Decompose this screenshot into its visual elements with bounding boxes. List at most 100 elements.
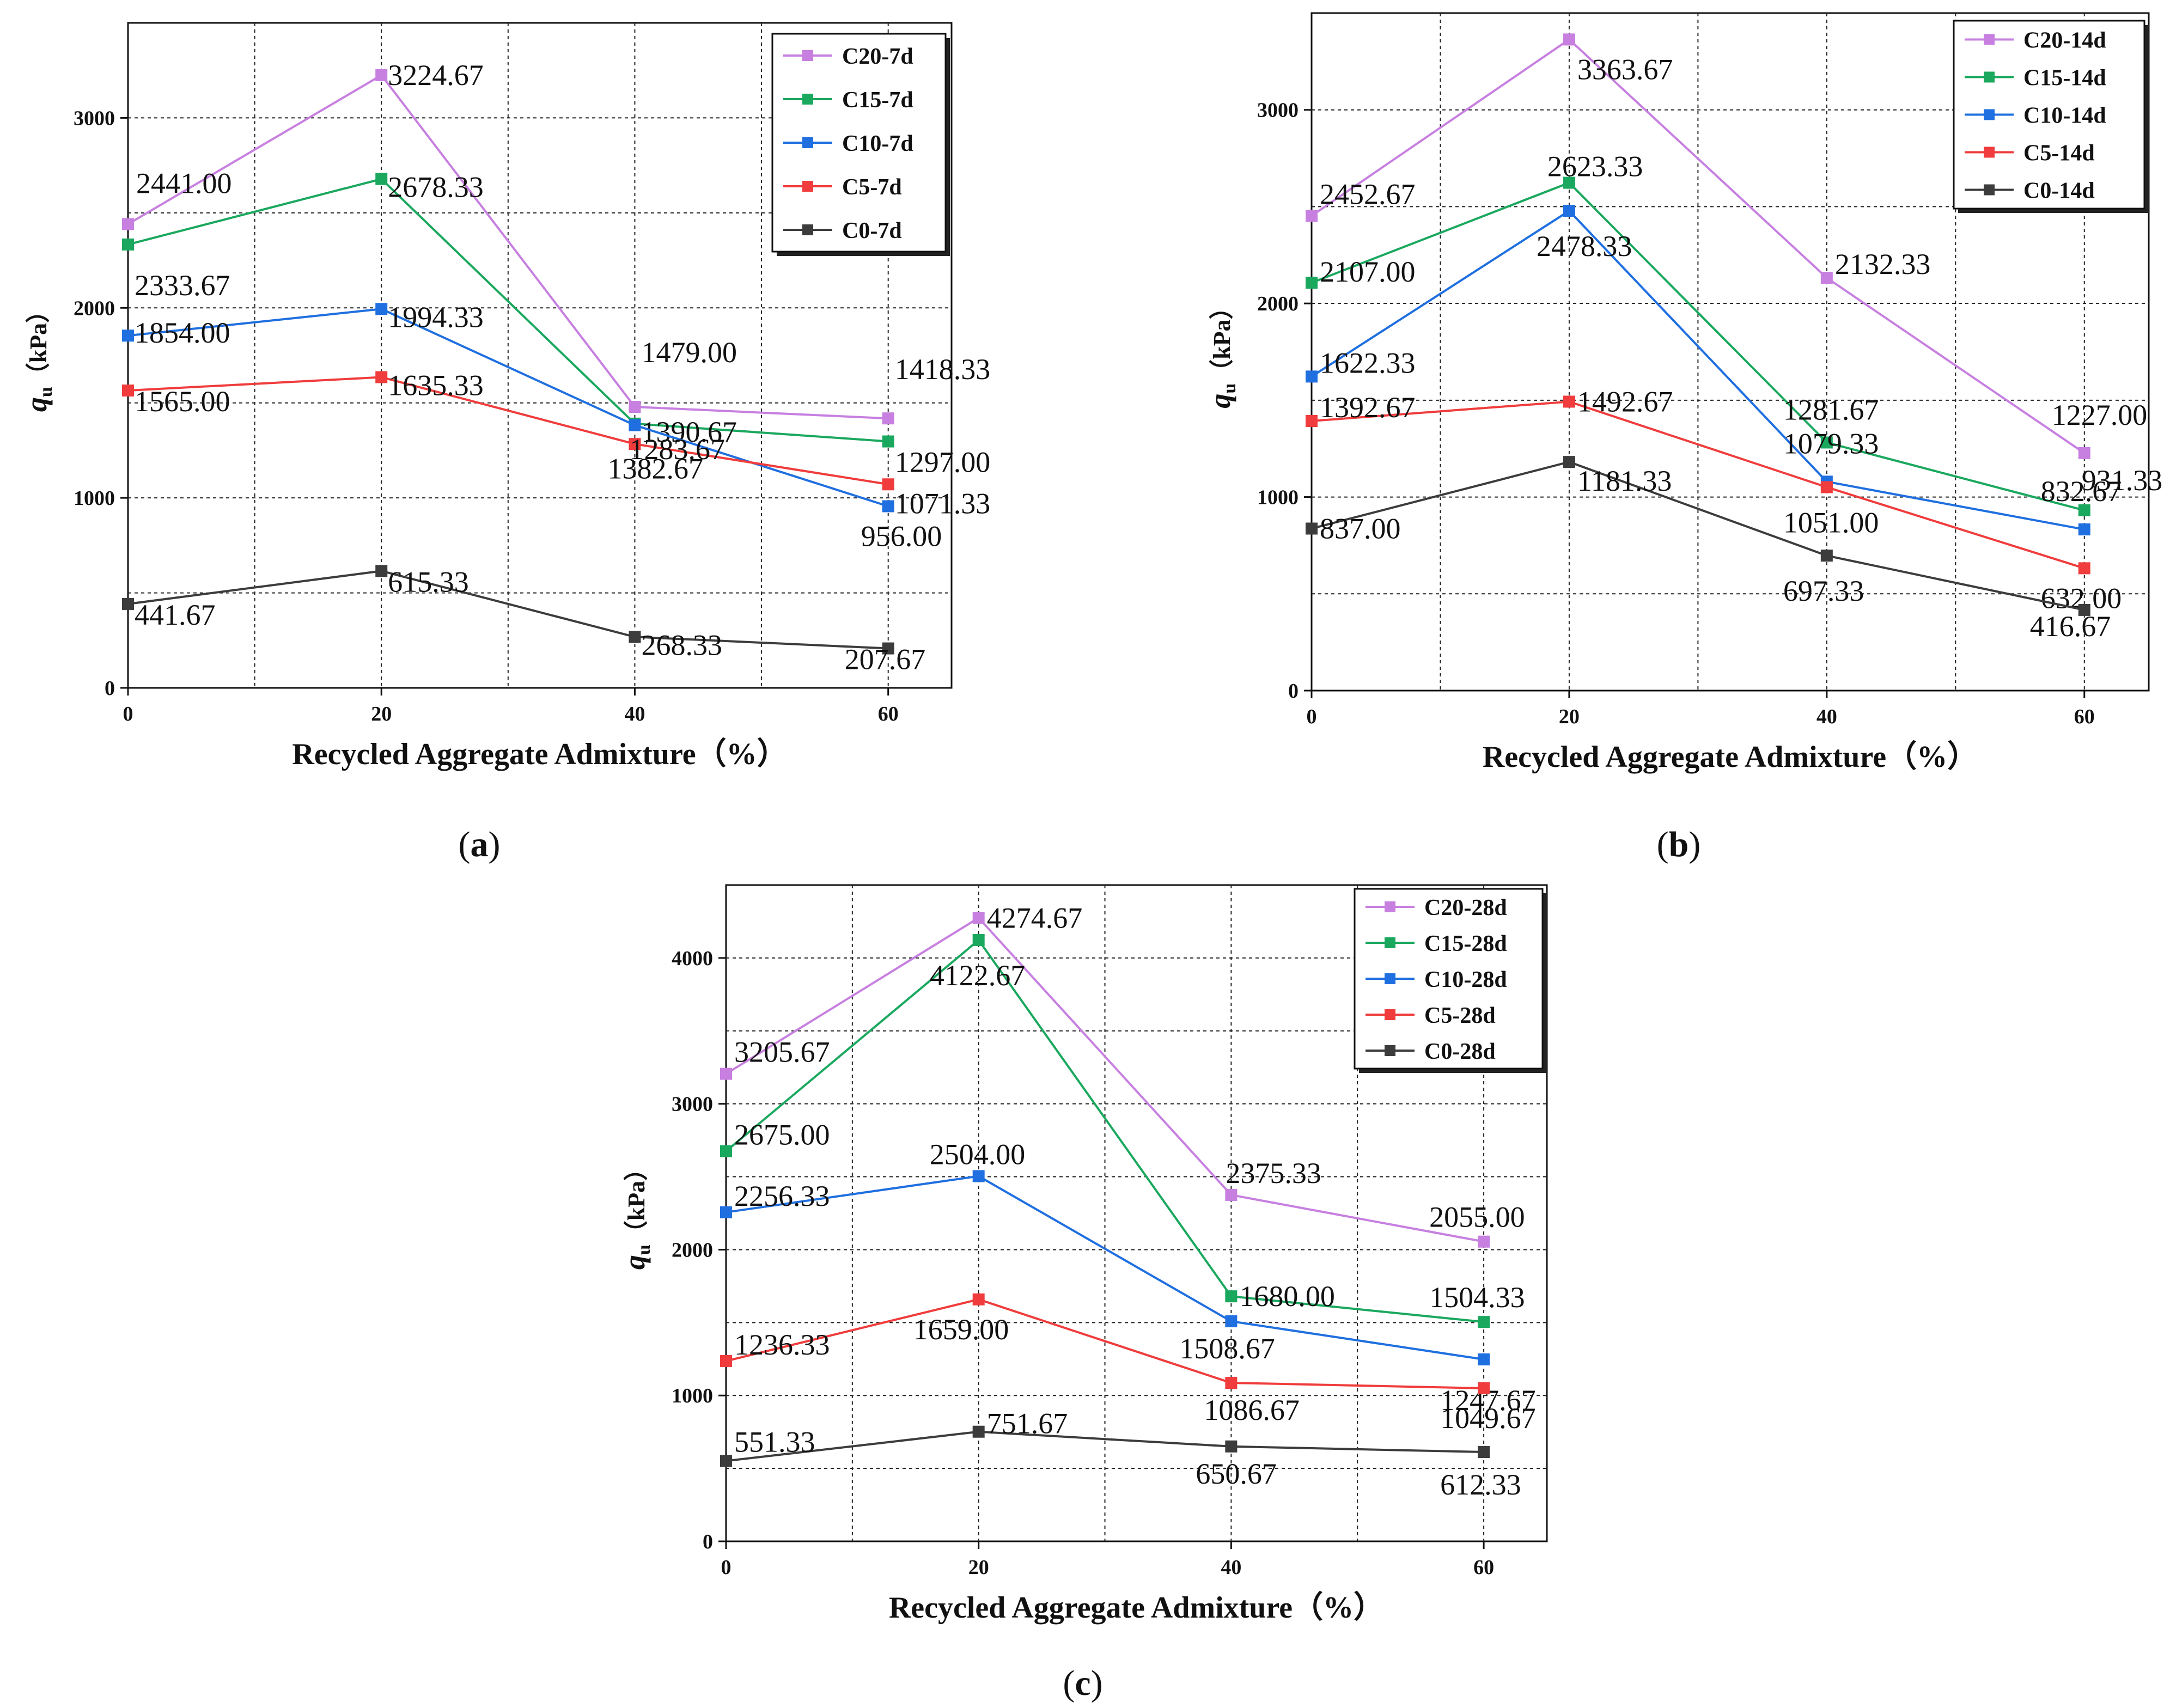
legend-label: C15-7d — [842, 88, 913, 113]
series-C20-7d: 2441.00 3224.67 1479.00 1418.33 — [122, 59, 990, 425]
data-label: 1508.67 — [1179, 1332, 1275, 1365]
data-point — [2078, 523, 2090, 536]
data-label: 1622.33 — [1320, 346, 1416, 379]
series-C15-28d: 2675.00 4122.67 1680.00 1504.33 — [720, 934, 1525, 1328]
legend-label: C15-28d — [1424, 931, 1507, 956]
data-point — [2078, 504, 2090, 516]
legend-marker — [1385, 901, 1395, 912]
series-line — [1310, 209, 2085, 531]
series-line — [726, 1298, 1484, 1389]
data-point — [375, 69, 388, 82]
x-tick-label: 0 — [721, 1556, 732, 1579]
data-label: 2256.33 — [734, 1180, 830, 1212]
data-label: 751.67 — [987, 1407, 1068, 1440]
data-point — [1563, 205, 1575, 217]
series-line — [1311, 181, 2085, 511]
data-point — [1306, 277, 1318, 289]
data-label: 1227.00 — [2052, 399, 2148, 431]
data-point — [1478, 1353, 1490, 1365]
data-label: 4274.67 — [987, 901, 1083, 934]
x-tick-label: 60 — [878, 703, 899, 725]
data-label: 1565.00 — [135, 385, 230, 418]
series-C10-7d: 1854.00 1994.33 1382.67 956.00 — [122, 301, 942, 552]
data-label: 1079.33 — [1783, 427, 1879, 460]
legend-label: C0-14d — [2023, 179, 2095, 204]
y-axis-label: qu（kPa） — [20, 299, 56, 412]
y-tick-label: 2000 — [74, 297, 115, 320]
data-point — [1820, 436, 1833, 449]
series-C5-7d: 1565.00 1635.33 1283.67 1071.33 — [122, 369, 990, 520]
data-label: 650.67 — [1196, 1457, 1277, 1490]
data-point — [375, 371, 388, 383]
data-point — [629, 631, 641, 643]
legend-marker — [1385, 1045, 1395, 1056]
y-tick-label: 3000 — [1257, 99, 1299, 122]
x-tick-label: 40 — [1221, 1556, 1241, 1579]
series-line — [1311, 461, 2085, 611]
data-label: 2333.67 — [135, 269, 230, 302]
y-tick-label: 3000 — [672, 1093, 713, 1116]
gridlines — [1312, 13, 2149, 691]
y-tick-label: 4000 — [672, 947, 713, 970]
legend-label: C15-14d — [2023, 66, 2106, 91]
data-label: 2107.00 — [1320, 255, 1416, 288]
data-point — [1563, 33, 1575, 46]
series-line — [1311, 400, 2085, 570]
data-point — [972, 1170, 985, 1182]
chart-panel-b: 0 20 40 60 0 1000 2000 3000 Recycled Aggregate A… — [1204, 12, 2162, 864]
data-label: 1071.33 — [895, 487, 991, 520]
data-point — [2078, 562, 2090, 575]
data-point — [882, 500, 894, 513]
x-tick-label: 0 — [123, 703, 133, 725]
data-label: 1051.00 — [1783, 506, 1879, 539]
data-label: 2623.33 — [1547, 150, 1643, 183]
series-line — [725, 916, 1484, 1243]
data-point — [1306, 415, 1318, 428]
legend-marker — [1385, 973, 1395, 984]
y-axis-label: qu（kPa） — [618, 1157, 654, 1270]
data-point — [375, 303, 388, 315]
series-line — [726, 1175, 1484, 1361]
panel-caption: (a) — [459, 825, 501, 864]
series-line — [127, 74, 888, 420]
legend: C20-14d C15-14d C10-14d C5-14d C0-14d — [1953, 20, 2149, 213]
legend-label: C0-28d — [1424, 1039, 1496, 1064]
data-label: 2452.67 — [1320, 178, 1416, 210]
y-tick-label: 3000 — [74, 107, 115, 130]
data-point — [720, 1206, 732, 1218]
data-point — [1563, 395, 1575, 408]
data-label: 2132.33 — [1835, 248, 1931, 280]
data-point — [375, 173, 388, 185]
gridlines — [726, 885, 1547, 1541]
data-point — [629, 438, 641, 450]
data-label: 1504.33 — [1429, 1281, 1525, 1314]
data-label: 1994.33 — [388, 301, 484, 333]
data-label: 1479.00 — [641, 336, 737, 369]
data-point — [122, 238, 134, 251]
chart-panel-c: 0 20 40 60 0 1000 2000 3000 4000 Recycled Aggrega… — [618, 884, 1548, 1703]
legend-label: C5-28d — [1424, 1003, 1496, 1028]
legend-marker — [1984, 147, 1995, 158]
series-C0-14d: 837.00 1181.33 697.33 416.67 — [1306, 456, 2111, 643]
series-C20-28d: 3205.67 4274.67 2375.33 2055.00 — [720, 901, 1525, 1248]
x-axis-label: Recycled Aggregate Admixture（%） — [292, 737, 787, 771]
legend-marker — [1984, 71, 1995, 83]
data-point — [882, 478, 894, 491]
data-label: 615.33 — [388, 565, 469, 598]
x-tick-label: 20 — [371, 703, 392, 725]
x-tick-label: 20 — [1559, 705, 1580, 728]
data-point — [1225, 1315, 1238, 1328]
data-label: 441.67 — [135, 599, 216, 631]
data-label: 1492.67 — [1577, 385, 1673, 418]
legend-marker — [802, 50, 813, 61]
y-tick-label: 2000 — [1257, 292, 1299, 315]
data-label: 416.67 — [2030, 610, 2111, 643]
data-point — [720, 1145, 732, 1157]
legend-label: C20-7d — [842, 44, 913, 69]
data-point — [972, 934, 985, 947]
data-label: 1854.00 — [135, 316, 230, 349]
legend-marker — [802, 181, 813, 192]
data-point — [972, 1425, 985, 1438]
data-point — [1478, 1382, 1490, 1394]
series-C5-28d: 1236.33 1659.00 1086.67 1049.67 — [720, 1293, 1536, 1435]
